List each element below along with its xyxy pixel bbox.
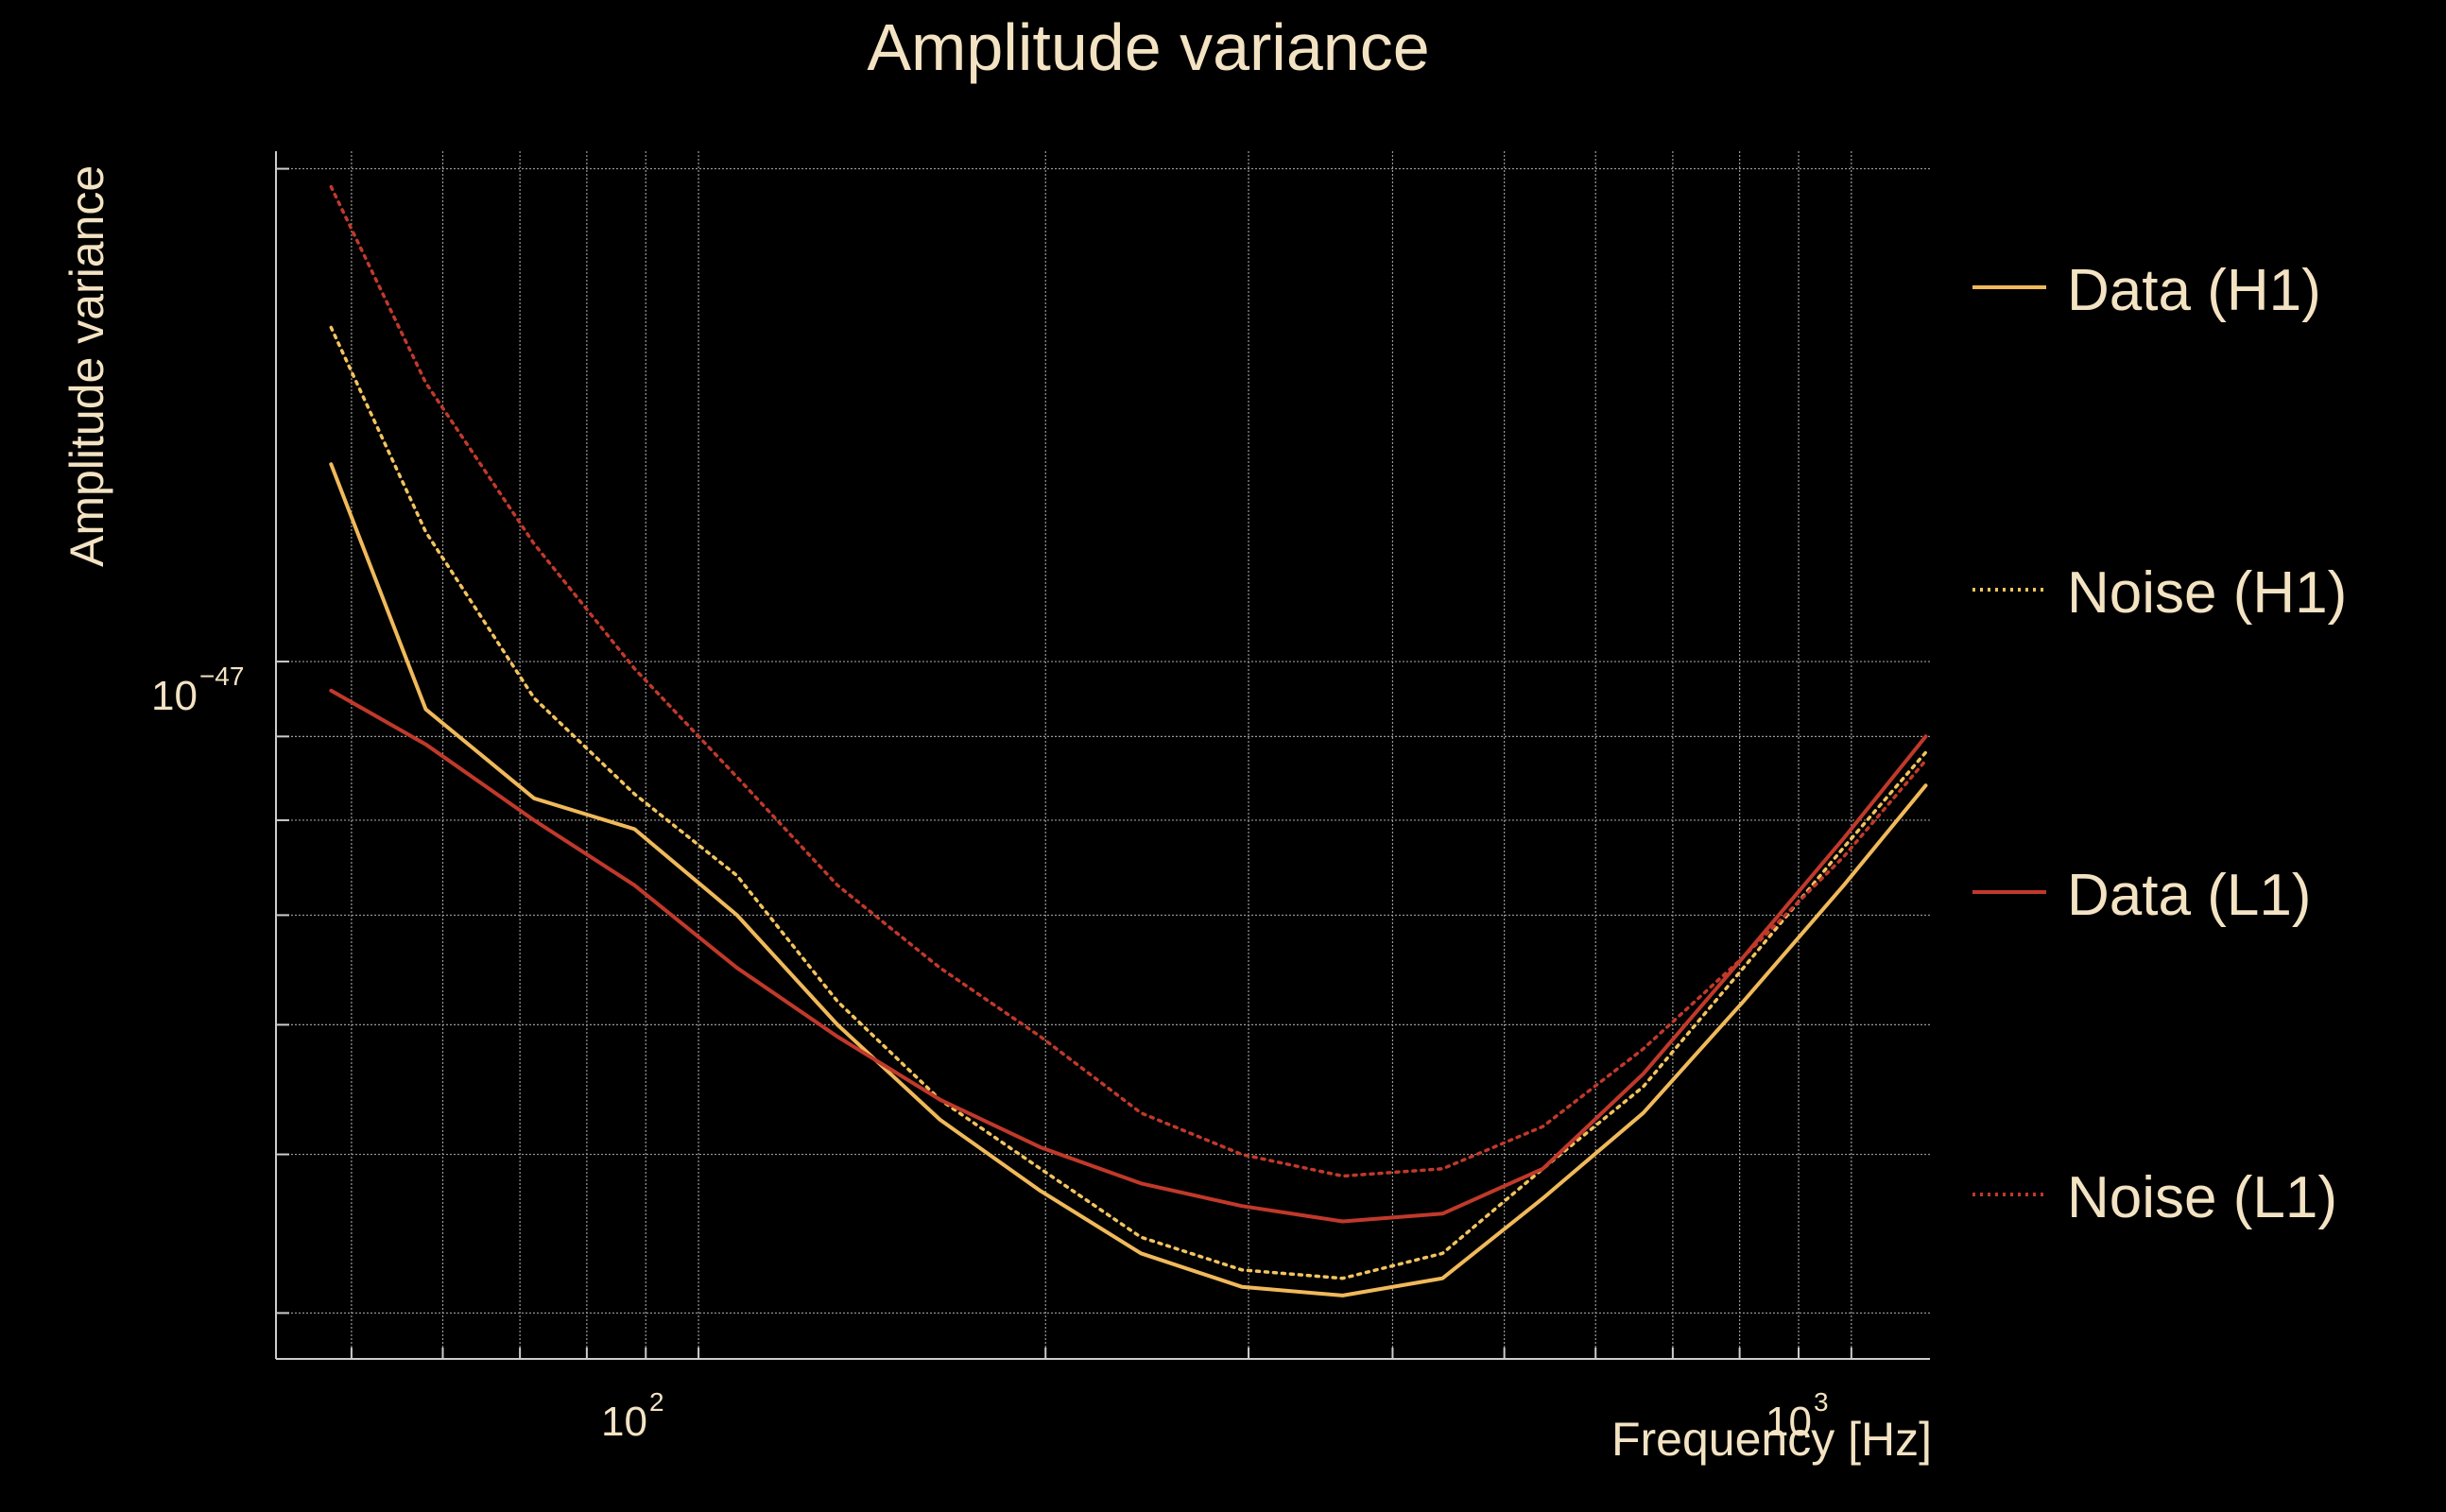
series-lines <box>329 184 1928 1297</box>
legend-swatch-data-l1 <box>1972 890 2046 894</box>
y-tick-exp: −47 <box>198 662 245 691</box>
legend-item-noise-h1[interactable]: Noise (H1) <box>1971 548 2405 633</box>
x-tick-label-100: 102 <box>601 1387 664 1446</box>
y-tick-label-1e-47: 10−47 <box>151 662 244 720</box>
x-tick-label-1000: 103 <box>1766 1387 1829 1446</box>
legend-item-data-l1[interactable]: Data (L1) <box>1971 850 2405 936</box>
legend-label-data-h1: Data (H1) <box>2067 258 2321 323</box>
chart-title: Amplitude variance <box>867 10 1430 84</box>
y-tick-base: 10 <box>151 673 198 719</box>
legend-label-noise-h1: Noise (H1) <box>2067 560 2348 626</box>
x-tick-base-1000: 10 <box>1766 1399 1812 1445</box>
series-line-2 <box>329 688 1928 1224</box>
x-tick-exp-100: 2 <box>648 1387 664 1417</box>
legend-swatch-noise-l1 <box>1972 1193 2046 1196</box>
series-line-1 <box>329 325 1928 1280</box>
legend-swatch-data-h1 <box>1972 285 2046 289</box>
x-tick-exp-1000: 3 <box>1813 1387 1829 1417</box>
series-line-0 <box>329 462 1928 1297</box>
series-line-3 <box>329 184 1928 1178</box>
legend-swatch-noise-h1 <box>1972 588 2046 592</box>
legend-label-noise-l1: Noise (L1) <box>2067 1165 2337 1230</box>
x-tick-base-100: 10 <box>601 1399 647 1445</box>
y-axis-label: Amplitude variance <box>60 164 113 567</box>
legend-label-data-l1: Data (L1) <box>2067 863 2312 928</box>
x-axis-label: Frequency [Hz] <box>1611 1413 1932 1466</box>
grid-lines <box>276 151 1930 1359</box>
legend-item-noise-l1[interactable]: Noise (L1) <box>1971 1153 2405 1238</box>
axes-frame <box>275 151 1930 1360</box>
legend-item-data-h1[interactable]: Data (H1) <box>1971 246 2405 331</box>
